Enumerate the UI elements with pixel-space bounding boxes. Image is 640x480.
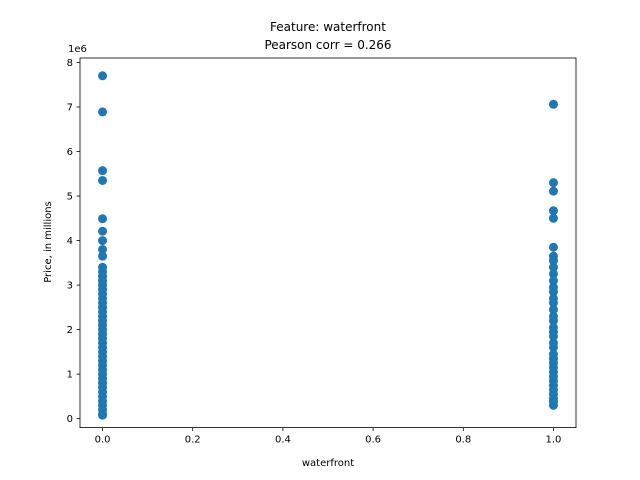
data-point <box>548 298 558 308</box>
chart-title: Feature: waterfront <box>270 20 386 34</box>
data-point <box>548 178 558 188</box>
chart-subtitle: Pearson corr = 0.266 <box>264 38 391 52</box>
plot-frame <box>79 57 577 429</box>
data-point <box>548 287 558 297</box>
data-point <box>548 99 558 109</box>
data-point <box>548 186 558 196</box>
data-point <box>548 242 558 252</box>
x-axis-label: waterfront <box>302 458 354 469</box>
data-point <box>548 213 558 223</box>
y-axis: 0 1 2 3 4 5 6 7 8 <box>67 58 80 425</box>
data-point <box>548 305 558 315</box>
y-axis-label: Price, in millions <box>43 201 54 283</box>
data-point <box>548 276 558 286</box>
data-point <box>548 206 558 216</box>
y-tick-label: 2 <box>67 325 73 336</box>
data-point <box>548 256 558 266</box>
data-point <box>98 244 108 254</box>
data-point <box>548 331 558 341</box>
y-tick-label: 4 <box>67 236 73 247</box>
data-point <box>98 236 108 246</box>
x-tick-label: 0.0 <box>95 435 111 446</box>
y-tick-label: 0 <box>67 414 73 425</box>
x-tick-label: 1.0 <box>546 435 562 446</box>
y-tick-label: 1 <box>67 370 73 381</box>
data-point <box>548 316 558 326</box>
x-tick-label: 0.6 <box>365 435 381 446</box>
data-point <box>548 269 558 279</box>
y-tick-label: 7 <box>67 102 73 113</box>
data-point <box>98 166 108 176</box>
x-tick-label: 0.4 <box>275 435 291 446</box>
data-point <box>98 251 108 261</box>
points-layer <box>98 71 558 420</box>
data-point <box>548 262 558 272</box>
y-tick-label: 3 <box>67 281 73 292</box>
x-tick-label: 0.2 <box>185 435 201 446</box>
x-tick-label: 0.8 <box>455 435 471 446</box>
data-point <box>548 342 558 352</box>
y-tick-label: 5 <box>67 192 73 203</box>
x-axis: 0.0 0.2 0.4 0.6 0.8 1.0 <box>95 427 562 446</box>
data-point <box>98 107 108 117</box>
y-offset-label: 1e6 <box>68 44 87 55</box>
y-tick-label: 8 <box>67 58 73 69</box>
data-point <box>98 214 108 224</box>
data-point <box>98 226 108 236</box>
y-tick-label: 6 <box>67 147 73 158</box>
data-point <box>98 71 108 81</box>
data-point <box>98 410 108 420</box>
data-point <box>98 175 108 185</box>
data-point <box>548 400 558 410</box>
